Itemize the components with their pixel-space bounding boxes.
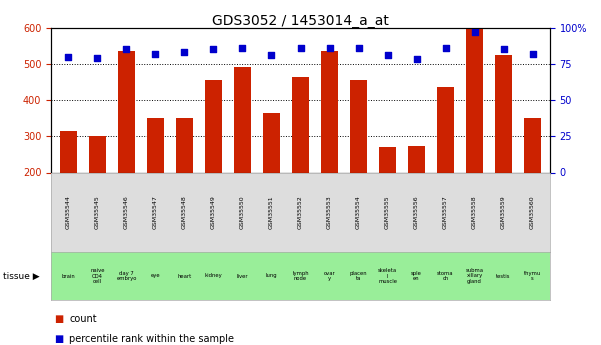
Point [325,45,334,51]
Text: GSM35557: GSM35557 [443,195,448,229]
Text: brain: brain [62,274,75,278]
Text: testis: testis [496,274,511,278]
Bar [350,80,367,172]
Bar [437,87,454,172]
Point [296,45,305,51]
Text: lung: lung [266,274,277,278]
Text: GSM35553: GSM35553 [327,195,332,229]
Text: GSM35555: GSM35555 [385,195,390,229]
Text: placen
ta: placen ta [350,271,367,281]
Point [151,51,160,57]
Text: day 7
embryо: day 7 embryо [117,271,136,281]
Text: GSM35554: GSM35554 [356,195,361,229]
Text: GDS3052 / 1453014_a_at: GDS3052 / 1453014_a_at [212,14,389,28]
Point [121,47,131,52]
Bar [379,147,396,172]
Text: GSM35548: GSM35548 [182,195,187,229]
Text: GSM35544: GSM35544 [66,195,71,229]
Text: ■: ■ [54,334,63,344]
Point [237,45,247,51]
Text: naive
CD4
cell: naive CD4 cell [90,268,105,284]
Bar [118,51,135,172]
Bar [292,77,309,172]
Text: skeleta
l
muscle: skeleta l muscle [378,268,397,284]
Point [354,45,364,51]
Point [412,57,421,62]
Text: GSM35551: GSM35551 [269,195,274,229]
Text: GSM35559: GSM35559 [501,195,506,229]
Text: liver: liver [237,274,248,278]
Point [93,55,102,61]
Bar [176,118,193,172]
Bar [89,136,106,172]
Text: subma
xillary
gland: subma xillary gland [466,268,484,284]
Text: GSM35546: GSM35546 [124,195,129,229]
Text: stoma
ch: stoma ch [438,271,454,281]
Text: heart: heart [177,274,192,278]
Text: GSM35547: GSM35547 [153,195,158,229]
Text: GSM35558: GSM35558 [472,195,477,229]
Text: GSM35560: GSM35560 [530,195,535,229]
Point [64,54,73,59]
Point [209,47,218,52]
Text: tissue ▶: tissue ▶ [3,272,40,280]
Text: ovar
y: ovar y [323,271,335,281]
Text: eye: eye [151,274,160,278]
Point [180,49,189,55]
Text: sple
en: sple en [411,271,422,281]
Point [383,52,392,58]
Bar [205,80,222,172]
Bar [495,55,512,172]
Text: count: count [69,314,97,324]
Text: GSM35552: GSM35552 [298,195,303,229]
Text: ■: ■ [54,314,63,324]
Point [441,45,450,51]
Text: GSM35545: GSM35545 [95,195,100,229]
Text: percentile rank within the sample: percentile rank within the sample [69,334,234,344]
Bar [147,118,164,172]
Bar [59,131,77,172]
Bar [234,68,251,172]
Bar [321,51,338,172]
Point [470,29,480,35]
Text: GSM35549: GSM35549 [211,195,216,229]
Bar [408,146,426,172]
Text: GSM35556: GSM35556 [414,195,419,229]
Bar [466,29,483,172]
Text: lymph
node: lymph node [292,271,309,281]
Bar [263,113,280,172]
Point [528,51,537,57]
Point [267,52,276,58]
Point [499,47,508,52]
Text: kidney: kidney [204,274,222,278]
Bar [524,118,542,172]
Text: thymu
s: thymu s [524,271,541,281]
Text: GSM35550: GSM35550 [240,195,245,229]
